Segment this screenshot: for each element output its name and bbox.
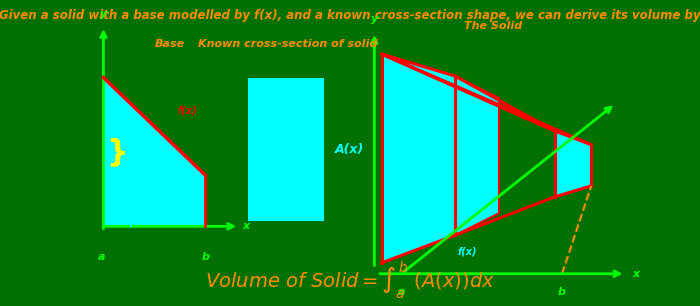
Polygon shape [248,77,324,221]
Polygon shape [555,131,592,197]
Polygon shape [382,54,455,263]
Text: Given a solid with a base modelled by f(x), and a known cross-section shape, we : Given a solid with a base modelled by f(… [0,9,700,22]
Text: x: x [633,269,640,279]
Text: x: x [242,221,249,231]
Polygon shape [455,76,499,235]
Text: f(x): f(x) [177,106,197,116]
Text: a: a [98,252,106,262]
Text: Known cross-section of solid: Known cross-section of solid [198,39,378,49]
Text: f(x): f(x) [457,247,477,257]
Text: b: b [201,252,209,262]
Text: }: } [106,137,128,166]
Text: $\mathit{Volume\ of\ Solid} = \int_a^b\ \mathit{(A(x))dx}$: $\mathit{Volume\ of\ Solid} = \int_a^b\ … [205,260,495,301]
Text: b: b [558,287,566,297]
Text: a: a [398,287,405,297]
Polygon shape [104,77,205,226]
Text: The Solid: The Solid [464,21,522,31]
Text: Base: Base [155,39,185,49]
Text: y: y [100,9,107,19]
Text: A(x): A(x) [335,143,364,156]
Text: y: y [371,14,378,24]
Text: f(x): f(x) [134,147,154,157]
